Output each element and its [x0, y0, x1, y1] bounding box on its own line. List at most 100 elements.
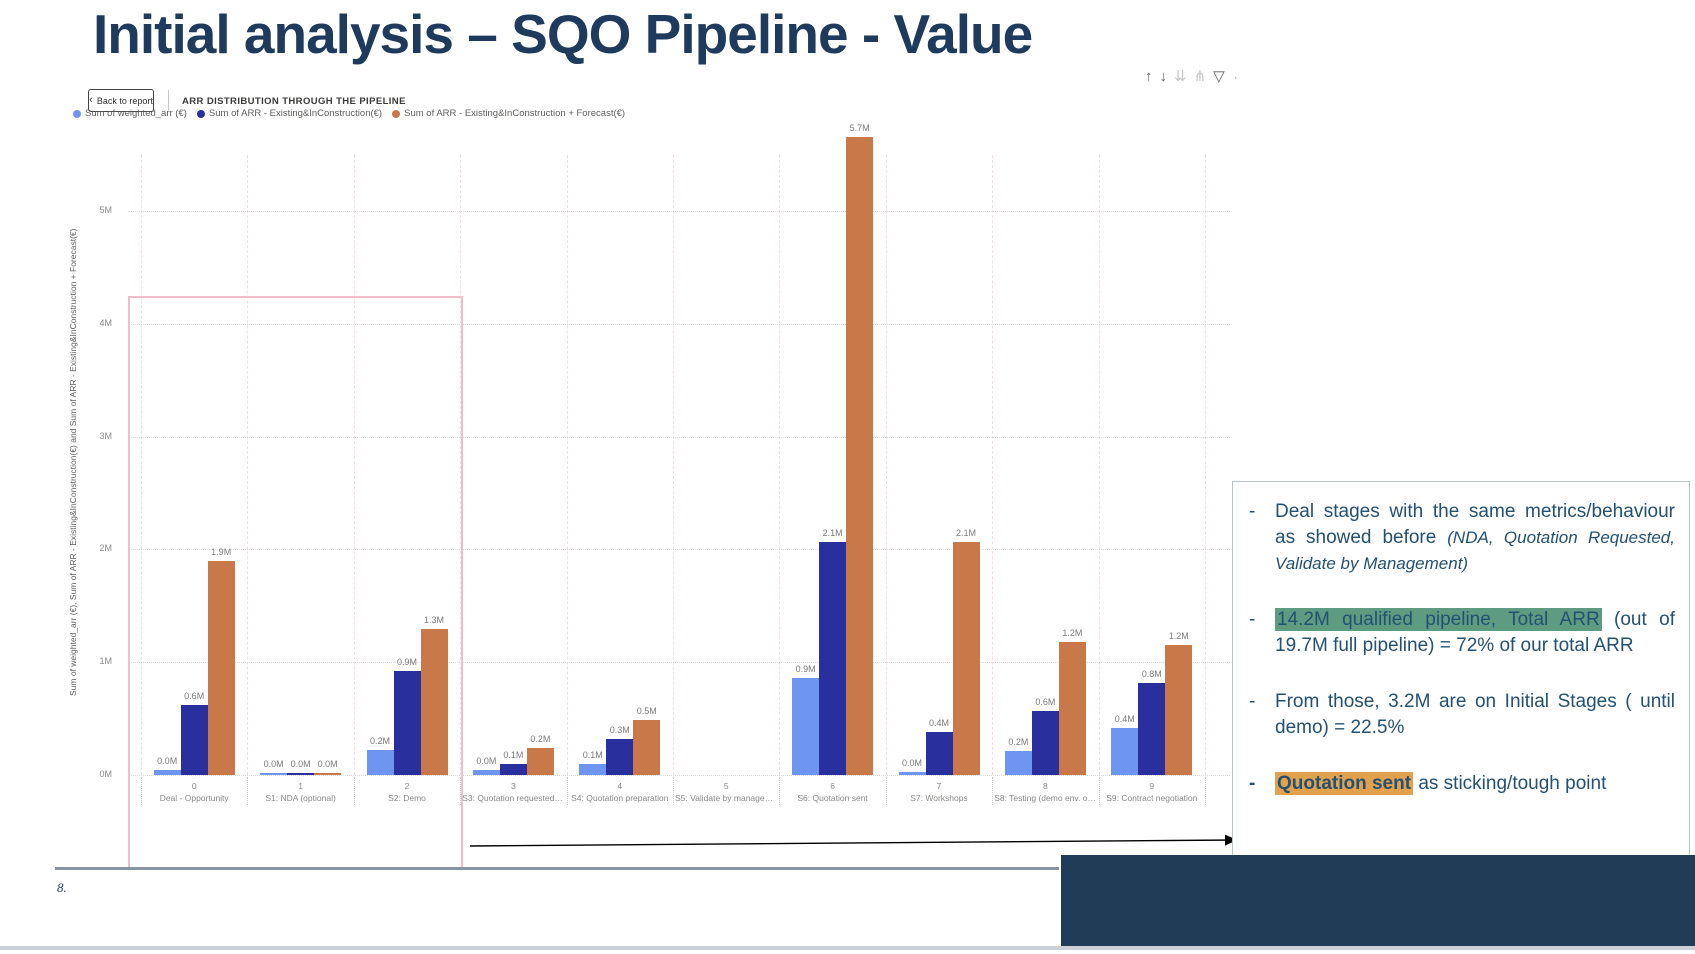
bar[interactable] [526, 748, 554, 775]
visual-toolbar: ↑ ↓ ⇊ ⋔ ▽ · [1145, 68, 1238, 86]
bar-value-label: 0.0M [476, 756, 497, 766]
highlight-orange-segment: Quotation sent [1275, 772, 1414, 795]
axis-label-separator [460, 777, 462, 805]
axis-label-separator [247, 777, 249, 805]
bar-value-label: 1.2M [1062, 628, 1083, 638]
chart-title: ARR DISTRIBUTION THROUGH THE PIPELINE [182, 96, 406, 107]
bar[interactable] [1004, 751, 1032, 775]
note-bullet: - Quotation sent as sticking/tough point [1249, 771, 1675, 797]
more-options-icon[interactable]: · [1233, 70, 1238, 84]
highlight-green-segment: 14.2M qualified pipeline, Total ARR [1275, 608, 1602, 631]
bar[interactable] [1165, 645, 1193, 775]
category-name-label: S3: Quotation requested | RFP… [462, 793, 564, 803]
bar[interactable] [579, 764, 607, 775]
category-name-label: S9: Contract negotiation [1106, 793, 1198, 803]
category-separator [673, 155, 674, 775]
bar[interactable] [1058, 642, 1086, 775]
drill-up-icon[interactable]: ↑ [1145, 68, 1153, 85]
category-separator [1098, 155, 1100, 775]
legend-label: Sum of ARR - Existing&InConstruction + F… [404, 108, 626, 119]
bar[interactable] [1111, 728, 1139, 775]
gridline [128, 436, 1230, 438]
gridline [128, 323, 1230, 325]
category-name-label: S4: Quotation preparation [571, 793, 669, 803]
note-bullet: - From those, 3.2M are on Initial Stages … [1249, 689, 1675, 741]
bar-value-label: 0.0M [290, 759, 311, 769]
bar-value-label: 0.0M [157, 756, 178, 766]
bar-value-label: 2.1M [822, 528, 843, 538]
bullet-marker: - [1249, 501, 1256, 522]
legend-item[interactable]: Sum of ARR - Existing&InConstruction + F… [392, 108, 625, 119]
filter-icon[interactable]: ▽ [1213, 68, 1225, 85]
bar-value-label: 0.6M [1035, 697, 1056, 707]
expand-next-level-icon[interactable]: ⇊ [1174, 68, 1187, 85]
drill-down-icon[interactable]: ↓ [1159, 68, 1168, 85]
axis-label-separator [779, 777, 781, 805]
text-segment: (out of 19.7M full pipeline) = 72% of ou… [1275, 609, 1675, 656]
chart-legend: Sum of weighted_arr (€) Sum of ARR - Exis… [73, 108, 625, 119]
expand-all-levels-icon[interactable]: ⋔ [1193, 68, 1207, 85]
bullet-text: 14.2M qualified pipeline, Total ARR (out… [1275, 607, 1675, 659]
chevron-left-icon: ‹ [89, 94, 93, 106]
y-axis-tick-label: 3M [99, 430, 112, 441]
bar[interactable] [366, 750, 394, 775]
bar[interactable] [180, 705, 208, 775]
y-axis-tick-label: 1M [99, 656, 112, 667]
bar[interactable] [846, 137, 874, 775]
bar[interactable] [952, 542, 980, 775]
gridline [128, 211, 1230, 212]
legend-item[interactable]: Sum of weighted_arr (€) [73, 108, 187, 119]
bar-value-label: 5.7M [849, 123, 870, 133]
axis-label-separator [992, 777, 994, 805]
back-to-report-button[interactable]: ‹ Back to report [88, 89, 154, 112]
bar[interactable] [207, 561, 235, 775]
bar[interactable] [1138, 683, 1166, 775]
bar[interactable] [393, 671, 421, 775]
category-separator [141, 155, 142, 775]
bar-value-label: 1.3M [423, 615, 445, 625]
bullet-marker: - [1249, 609, 1256, 630]
bar[interactable] [633, 720, 661, 775]
bar[interactable] [287, 773, 315, 775]
bar[interactable] [499, 764, 527, 775]
gridline [128, 662, 1230, 664]
bar[interactable] [472, 770, 500, 775]
bar[interactable] [792, 678, 820, 775]
bar-value-label: 1.9M [211, 547, 232, 557]
category-index-label: 8 [1043, 781, 1048, 791]
footer-divider-line [55, 867, 1059, 870]
bar[interactable] [420, 629, 448, 775]
bar[interactable] [819, 542, 847, 775]
category-separator [1205, 155, 1206, 775]
category-name-label: S6: Quotation sent [797, 793, 868, 803]
slide-bottom-edge [0, 946, 1695, 950]
bar[interactable] [314, 773, 342, 775]
category-separator [779, 155, 781, 775]
italic-segment: (NDA, Quotation Requested, Validate by M… [1275, 528, 1675, 573]
bar[interactable] [606, 739, 634, 775]
page-title: Initial analysis – SQO Pipeline - Value [93, 3, 1033, 65]
legend-label: Sum of ARR - Existing&InConstruction(€) [208, 108, 383, 119]
bar-value-label: 0.4M [928, 718, 950, 728]
category-separator [566, 155, 568, 775]
bar[interactable] [1031, 711, 1059, 775]
bar-value-label: 0.0M [901, 758, 923, 768]
footer-navy-rectangle [1061, 855, 1695, 947]
bar[interactable] [153, 770, 181, 775]
bar-value-label: 0.9M [396, 657, 418, 667]
bar[interactable] [925, 732, 953, 775]
bar[interactable] [898, 772, 926, 775]
category-index-label: 5 [723, 781, 729, 791]
category-name-label: S5: Validate by management [674, 793, 778, 803]
y-axis-tick-label: 5M [99, 205, 112, 215]
axis-label-separator [1205, 777, 1206, 805]
bar-value-label: 0.0M [317, 759, 338, 769]
axis-label-separator [566, 777, 568, 805]
legend-item[interactable]: Sum of ARR - Existing&InConstruction(€) [196, 108, 383, 119]
category-separator [885, 155, 887, 775]
bar-value-label: 0.8M [1141, 669, 1162, 679]
bar[interactable] [260, 773, 288, 775]
note-bullet: -14.2M qualified pipeline, Total ARR (ou… [1249, 607, 1675, 659]
bar-value-label: 0.3M [609, 725, 630, 735]
bullet-text: Quotation sent as sticking/tough point [1275, 771, 1675, 797]
